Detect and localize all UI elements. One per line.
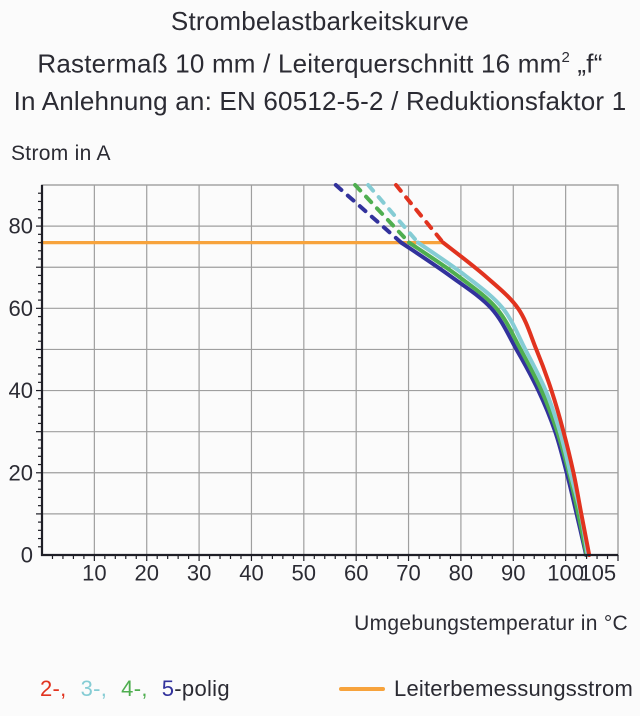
x-tick-label: 60 — [344, 561, 368, 586]
curve-5-polig-dashed — [333, 183, 404, 245]
y-tick-label: 20 — [9, 460, 33, 485]
y-axis-title: Strom in A — [11, 142, 111, 165]
x-tick-label: 50 — [292, 561, 316, 586]
x-axis-title: Umgebungstemperatur in °C — [354, 612, 628, 635]
y-tick-label: 80 — [9, 214, 33, 239]
chart-title-line1: Strombelastbarkeitskurve — [170, 6, 470, 36]
legend-pole-item: 3-, — [81, 676, 108, 702]
curve-3-polig-dashed — [366, 183, 420, 245]
x-tick-label: 70 — [396, 561, 420, 586]
legend-rated-current: Leiterbemessungsstrom — [339, 676, 633, 702]
x-tick-label: 20 — [134, 561, 158, 586]
legend-pole-number: 2-, — [40, 676, 67, 701]
legend-pole-suffix: -polig — [174, 676, 230, 701]
x-tick-label: 105 — [579, 561, 616, 586]
chart-title-block: Strombelastbarkeitskurve Rastermaß 10 mm… — [0, 3, 640, 120]
x-tick-label: 90 — [501, 561, 525, 586]
legend-pole-number: 5 — [161, 676, 175, 701]
curve-2-polig-dashed — [394, 183, 446, 245]
x-tick-label: 10 — [82, 561, 106, 586]
chart-title-line2-post: „f“ — [570, 48, 603, 79]
x-tick-label: 80 — [449, 561, 473, 586]
legend-pole-item: 5-polig — [162, 676, 230, 702]
chart-title-line2-superscript: 2 — [561, 49, 570, 66]
curve-2-polig — [441, 240, 592, 557]
curve-4-polig — [407, 240, 589, 557]
curve-5-polig — [399, 240, 589, 557]
y-tick-label: 60 — [9, 296, 33, 321]
chart-title-line2-pre: Rastermaß 10 mm / Leiterquerschnitt 16 m… — [37, 48, 562, 79]
chart-title-line3: In Anlehnung an: EN 60512-5-2 / Reduktio… — [13, 85, 627, 116]
chart-title-line2: Rastermaß 10 mm / Leiterquerschnitt 16 m… — [0, 40, 640, 83]
curves — [40, 183, 592, 557]
legend-pole-number: 4-, — [121, 676, 148, 701]
legend-pole-item: 2-, — [40, 676, 67, 702]
x-tick-label: 100 — [547, 561, 584, 586]
legend-pole-number: 3-, — [80, 676, 108, 701]
legend-poles: 2-, 3-, 4-, 5-polig — [40, 676, 230, 702]
rated-current-line-swatch — [339, 687, 386, 691]
curve-4-polig-dashed — [353, 183, 412, 245]
y-tick-label: 40 — [9, 378, 33, 403]
axes — [36, 185, 619, 561]
legend-pole-item: 4-, — [121, 676, 148, 702]
x-tick-label: 40 — [239, 561, 263, 586]
y-tick-label: 0 — [21, 543, 33, 568]
x-tick-label: 30 — [187, 561, 211, 586]
rated-current-label: Leiterbemessungsstrom — [394, 676, 633, 701]
